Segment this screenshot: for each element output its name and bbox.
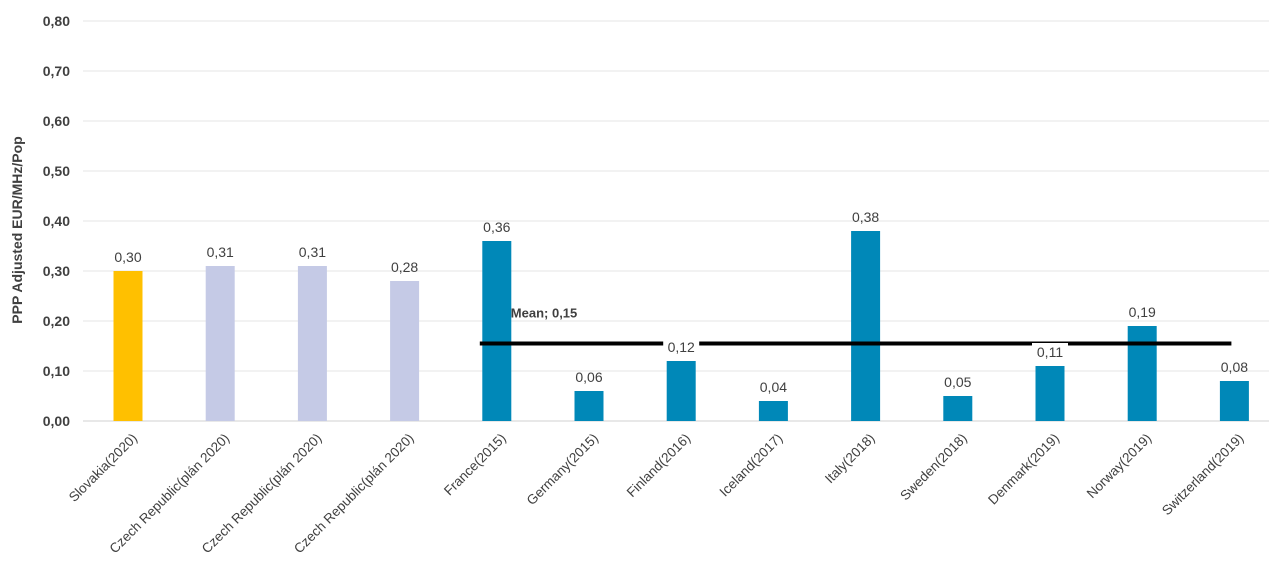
data-label-background	[663, 338, 700, 356]
category-label: Switzerland(2019)	[1159, 431, 1247, 519]
category-label: Germany(2015)	[524, 431, 601, 508]
data-label: 0,08	[1221, 359, 1248, 375]
data-label: 0,31	[207, 244, 234, 260]
y-tick-label: 0,60	[43, 113, 70, 129]
category-label: Sweden(2018)	[897, 431, 970, 504]
data-label-background	[1032, 343, 1068, 361]
y-tick-label: 0,20	[43, 313, 70, 329]
data-label: 0,06	[575, 369, 602, 385]
data-label: 0,28	[391, 259, 418, 275]
data-label: 0,12	[668, 339, 695, 355]
bar	[205, 266, 235, 421]
y-axis-title: PPP Adjusted EUR/MHz/Pop	[9, 136, 25, 323]
y-tick-label: 0,30	[43, 263, 70, 279]
bar	[482, 241, 512, 421]
bar	[943, 396, 973, 421]
y-axis-ticks: 0,00 0,10 0,20 0,30 0,40 0,50 0,60 0,70 0,80	[43, 13, 70, 429]
y-tick-label: 0,80	[43, 13, 70, 29]
data-label: 0,04	[760, 379, 787, 395]
gridlines	[83, 20, 1269, 422]
bar	[1035, 366, 1065, 421]
bar	[574, 391, 604, 421]
category-label: Italy(2018)	[822, 431, 878, 487]
data-label: 0,11	[1037, 344, 1063, 360]
y-tick-label: 0,10	[43, 363, 70, 379]
bar	[758, 401, 788, 421]
y-tick-label: 0,00	[43, 413, 70, 429]
y-tick-label: 0,50	[43, 163, 70, 179]
category-label: Iceland(2017)	[717, 431, 786, 500]
bar	[851, 231, 881, 421]
category-label: Norway(2019)	[1084, 431, 1155, 502]
x-axis-labels: Slovakia(2020)Czech Republic(plán 2020)C…	[66, 431, 1247, 557]
bars	[113, 231, 1249, 421]
data-label: 0,36	[483, 219, 510, 235]
category-label: Denmark(2019)	[985, 431, 1062, 508]
bar	[1219, 381, 1249, 421]
mean-line-group: Mean; 0,15	[479, 306, 1232, 346]
bar	[390, 281, 420, 421]
bar	[666, 361, 696, 421]
category-label: Slovakia(2020)	[66, 431, 140, 505]
data-label: 0,38	[852, 209, 879, 225]
y-tick-label: 0,40	[43, 213, 70, 229]
bar	[1127, 326, 1157, 421]
bar	[297, 266, 327, 421]
y-tick-label: 0,70	[43, 63, 70, 79]
data-label: 0,05	[944, 374, 971, 390]
data-label: 0,30	[114, 249, 141, 265]
mean-label: Mean; 0,15	[511, 306, 577, 321]
category-label: Finland(2016)	[624, 431, 694, 501]
data-label: 0,19	[1129, 304, 1156, 320]
bar	[113, 271, 143, 421]
category-label: France(2015)	[441, 431, 509, 499]
data-label: 0,31	[299, 244, 326, 260]
data-labels: 0,30 0,31 0,31 0,28 0,36 0,06 0,12 0,04 0,38 0,05…	[114, 209, 1248, 395]
